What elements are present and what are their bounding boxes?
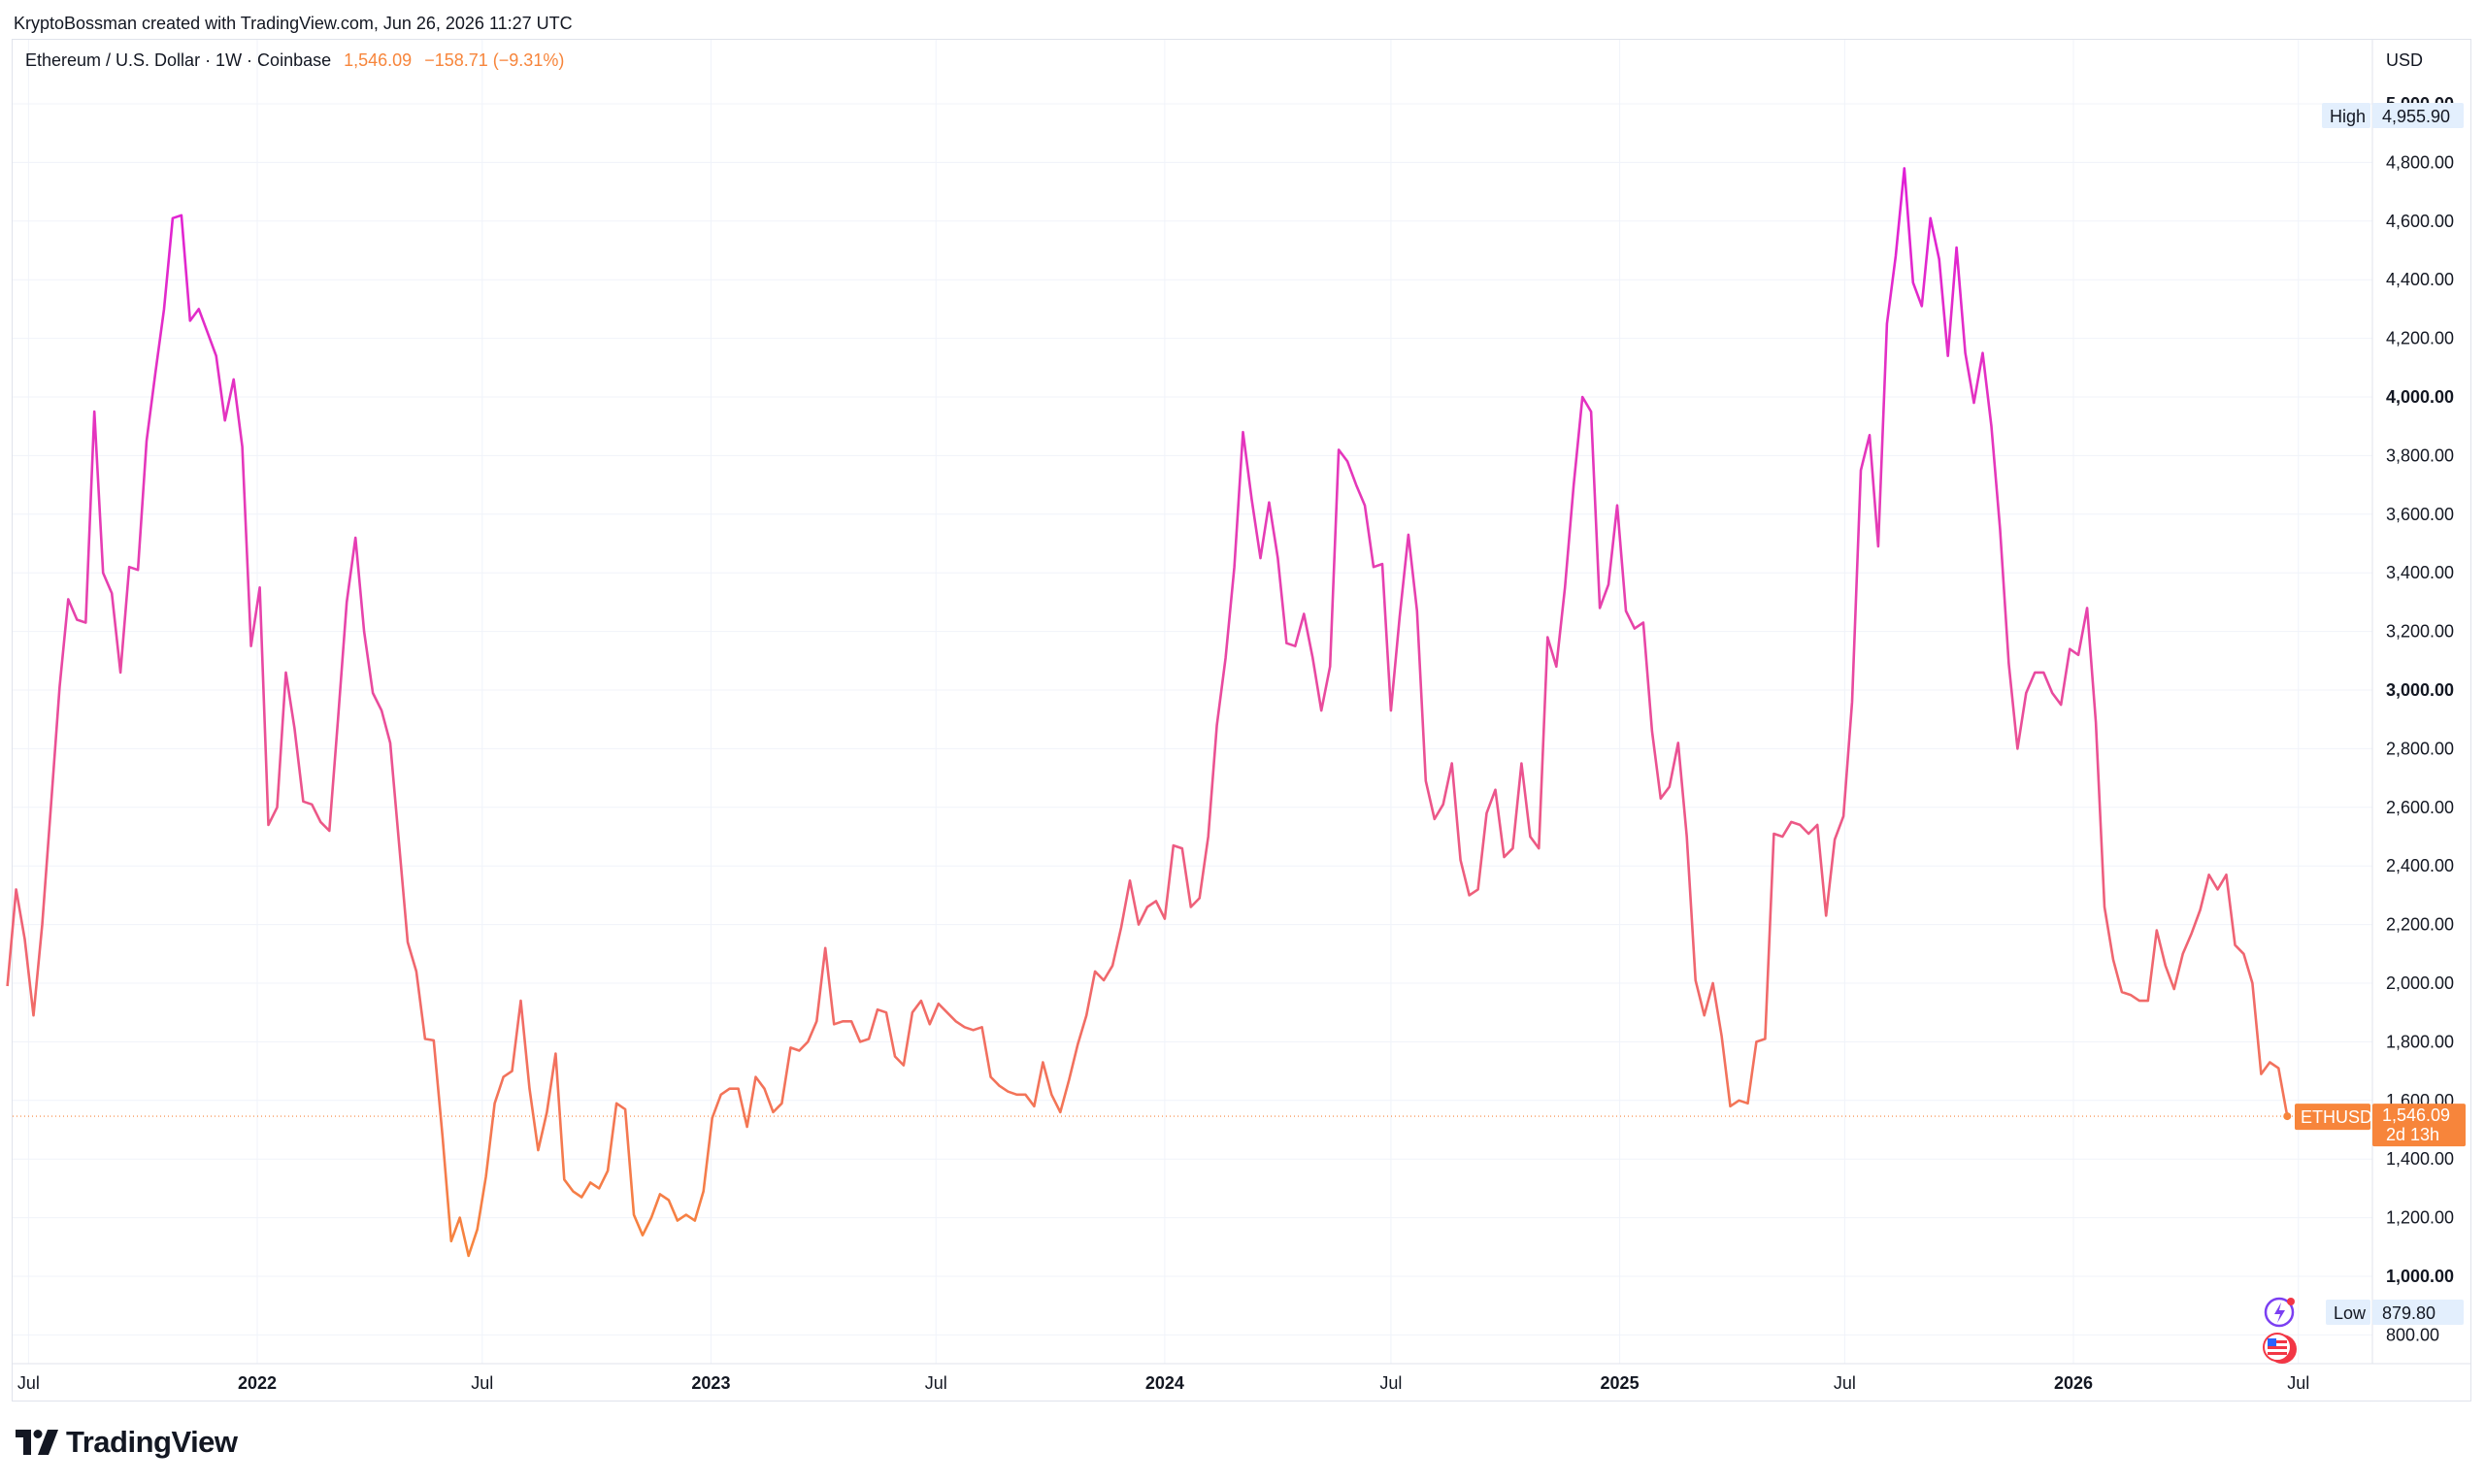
y-tick-label: 2,200.00 [2386, 915, 2454, 935]
y-tick-label: 3,200.00 [2386, 622, 2454, 642]
us-flag-event-icon[interactable] [2263, 1333, 2297, 1364]
y-tick-label: 800.00 [2386, 1325, 2439, 1344]
x-tick-label: 2025 [1601, 1373, 1640, 1393]
y-tick-label: 2,800.00 [2386, 739, 2454, 758]
y-tick-label: 2,400.00 [2386, 856, 2454, 875]
high-badge-value-bg [2372, 103, 2464, 128]
countdown-tag: 2d 13h [2386, 1125, 2439, 1144]
x-tick-label: Jul [1834, 1373, 1856, 1393]
low-badge-value-bg [2372, 1300, 2464, 1325]
y-tick-label: 1,800.00 [2386, 1032, 2454, 1051]
low-badge-label-bg [2326, 1300, 2370, 1325]
y-tick-label: 4,800.00 [2386, 152, 2454, 172]
y-tick-label: 3,000.00 [2386, 680, 2454, 700]
y-tick-label: 2,600.00 [2386, 798, 2454, 817]
high-badge-value: 4,955.90 [2382, 107, 2450, 126]
tradingview-brand-text: TradingView [66, 1425, 238, 1459]
x-tick-label: Jul [1379, 1373, 1402, 1393]
axis-layer: 800.001,000.001,200.001,400.001,600.001,… [13, 40, 2471, 1393]
legend-change: −158.71 (−9.31%) [424, 50, 565, 70]
x-tick-label: 2022 [238, 1373, 277, 1393]
y-tick-label: 3,800.00 [2386, 445, 2454, 465]
overlay-layer: USD High 4,955.90 Low 879.80 ETHUSD 1,54… [2263, 50, 2466, 1364]
x-tick-label: Jul [471, 1373, 493, 1393]
ticker-tag-bg [2295, 1104, 2370, 1131]
y-tick-label: 4,400.00 [2386, 270, 2454, 289]
y-tick-label: 1,400.00 [2386, 1149, 2454, 1169]
y-tick-label: 1,000.00 [2386, 1267, 2454, 1286]
currency-label[interactable]: USD [2386, 50, 2423, 70]
chart-frame [12, 39, 2471, 1402]
price-line [6, 167, 2289, 1258]
y-tick-label: 1,200.00 [2386, 1208, 2454, 1228]
symbol-legend[interactable]: Ethereum / U.S. Dollar · 1W · Coinbase 1… [25, 50, 564, 71]
legend-price: 1,546.09 [344, 50, 413, 70]
high-badge-label: High [2330, 107, 2366, 126]
high-badge-label-bg [2322, 103, 2370, 128]
tradingview-logo[interactable]: TradingView [16, 1425, 238, 1460]
y-tick-label: 2,000.00 [2386, 973, 2454, 993]
y-tick-label: 4,200.00 [2386, 329, 2454, 348]
chart-credit: KryptoBossman created with TradingView.c… [14, 14, 573, 33]
ticker-tag: ETHUSD [2301, 1107, 2372, 1127]
legend-symbol: Ethereum / U.S. Dollar · 1W · Coinbase [25, 50, 332, 70]
grid-layer [13, 40, 2372, 1364]
last-price-tag-bg [2372, 1104, 2466, 1147]
x-tick-label: Jul [925, 1373, 947, 1393]
tradingview-logo-icon [16, 1430, 58, 1455]
x-tick-label: 2024 [1145, 1373, 1184, 1393]
low-badge-label: Low [2334, 1303, 2367, 1323]
low-badge-value: 879.80 [2382, 1303, 2435, 1323]
lightning-event-icon[interactable] [2264, 1297, 2295, 1328]
x-tick-label: 2026 [2054, 1373, 2093, 1393]
y-tick-label: 3,600.00 [2386, 505, 2454, 524]
series-layer [6, 167, 2372, 1258]
y-tick-label: 3,400.00 [2386, 563, 2454, 582]
x-tick-label: 2023 [691, 1373, 730, 1393]
last-price-dot [2283, 1112, 2292, 1121]
x-tick-label: Jul [2287, 1373, 2309, 1393]
last-price-tag: 1,546.09 [2382, 1105, 2450, 1125]
x-tick-label: Jul [17, 1373, 40, 1393]
y-tick-label: 4,600.00 [2386, 212, 2454, 231]
y-tick-label: 4,000.00 [2386, 387, 2454, 407]
